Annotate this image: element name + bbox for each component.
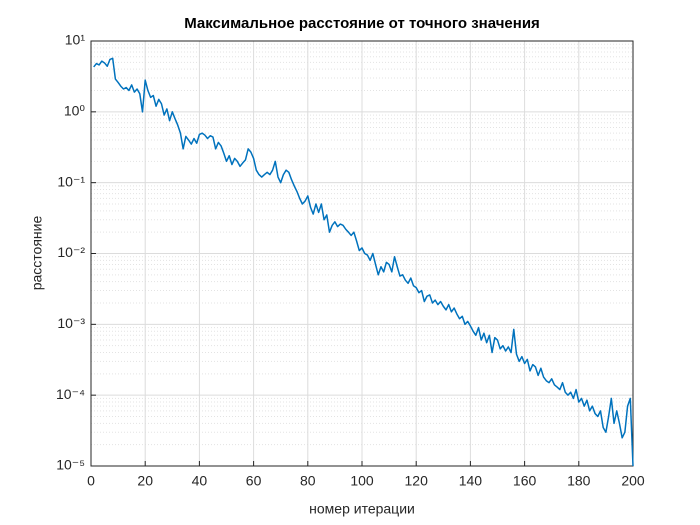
- x-tick-label: 60: [246, 473, 262, 489]
- x-tick-label: 80: [300, 473, 316, 489]
- x-tick-label: 120: [405, 473, 429, 489]
- plot-frame: [90, 40, 634, 467]
- x-tick-label: 180: [567, 473, 591, 489]
- x-tick-label: 100: [350, 473, 374, 489]
- x-tick-label: 40: [192, 473, 208, 489]
- y-tick-label: 10⁻¹: [57, 173, 85, 189]
- x-tick-label: 160: [513, 473, 537, 489]
- y-tick-label: 10⁻⁵: [56, 457, 85, 473]
- chart-title: Максимальное расстояние от точного значе…: [184, 15, 540, 32]
- y-tick-label: 10⁻³: [57, 315, 85, 331]
- x-tick-label: 200: [621, 473, 645, 489]
- data-line: [93, 57, 634, 467]
- x-tick-label: 20: [137, 473, 153, 489]
- x-tick-label: 0: [87, 473, 95, 489]
- y-tick-label: 10¹: [65, 32, 86, 48]
- x-tick-label: 140: [459, 473, 483, 489]
- y-tick-label: 10⁻⁴: [56, 386, 85, 402]
- y-tick-label: 10⁻²: [57, 244, 85, 260]
- y-axis-label: расстояние: [29, 216, 45, 291]
- y-tick-label: 10⁰: [64, 103, 86, 119]
- x-axis-label: номер итерации: [309, 501, 415, 517]
